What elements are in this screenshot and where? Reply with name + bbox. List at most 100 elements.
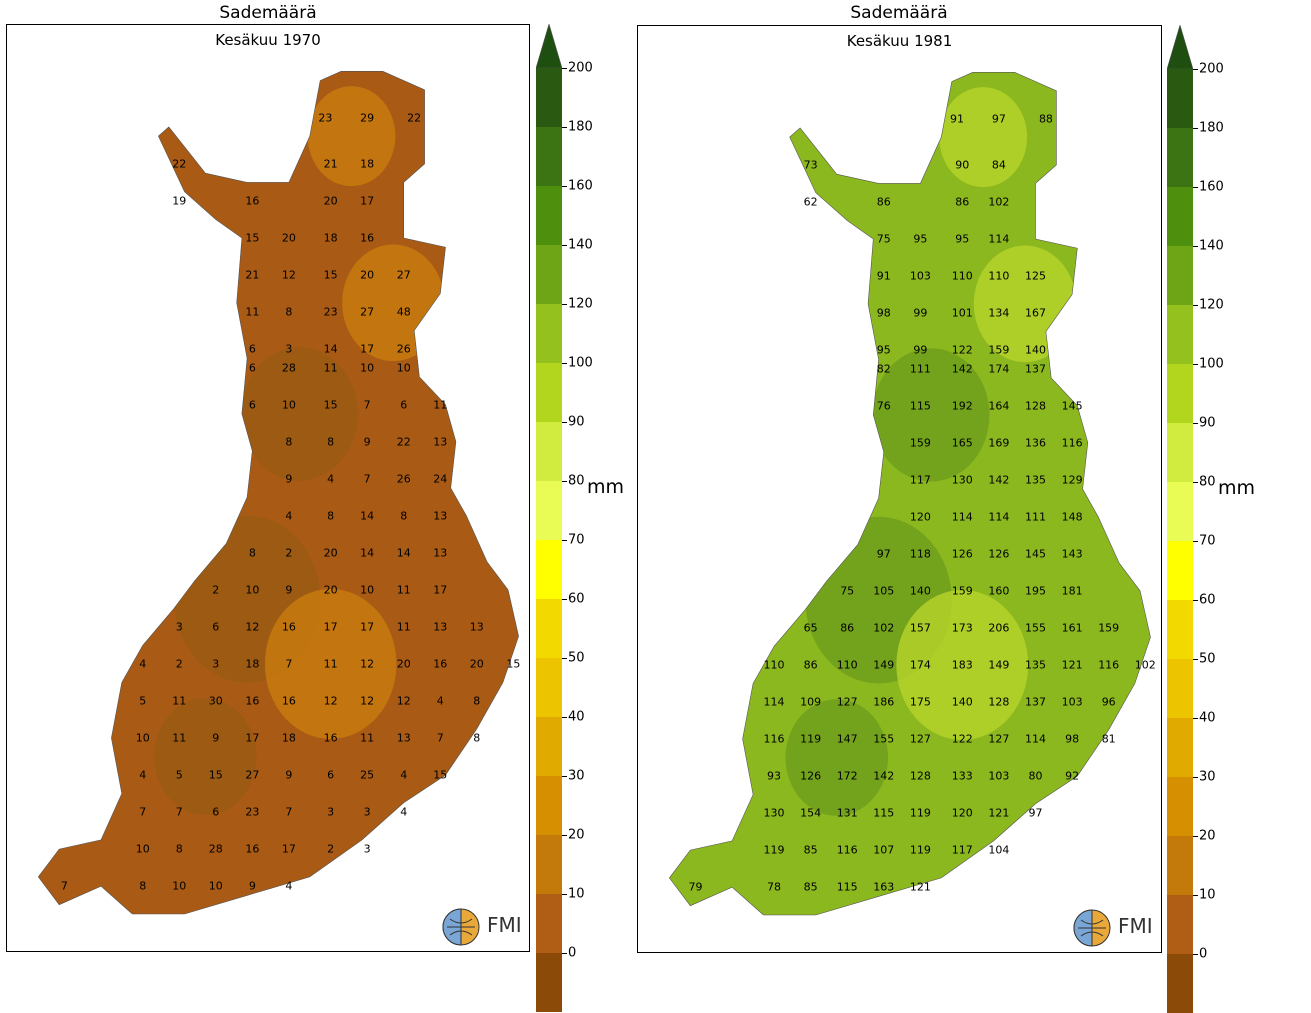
colorbar-tick xyxy=(1193,305,1198,306)
colorbar-tick xyxy=(562,422,567,423)
colorbar-segment xyxy=(1167,423,1193,482)
station-value: 13 xyxy=(433,509,448,523)
station-value: 114 xyxy=(763,695,785,709)
station-value: 149 xyxy=(873,658,895,672)
colorbar-segment xyxy=(1167,600,1193,659)
colorbar-tick-label: 160 xyxy=(568,178,593,194)
colorbar-segment xyxy=(1167,305,1193,364)
colorbar-tick xyxy=(1193,895,1198,896)
station-value: 48 xyxy=(396,305,411,319)
colorbar-tick xyxy=(1193,364,1198,365)
colorbar-tick-label: 90 xyxy=(568,414,585,430)
colorbar-tick-label: 140 xyxy=(568,237,593,253)
station-value: 20 xyxy=(323,194,338,208)
colorbar-segment xyxy=(1167,187,1193,246)
station-value: 12 xyxy=(360,657,375,671)
colorbar-segment xyxy=(536,127,562,186)
station-value: 119 xyxy=(800,732,822,746)
colorbar-tick xyxy=(1193,246,1198,247)
finland-map-1981 xyxy=(669,71,1151,916)
station-value: 102 xyxy=(873,621,895,635)
station-value: 24 xyxy=(433,472,448,486)
station-value: 4 xyxy=(285,509,293,523)
station-value: 135 xyxy=(1024,473,1046,487)
precipitation-zone xyxy=(307,86,396,187)
station-value: 8 xyxy=(139,879,147,893)
station-value: 79 xyxy=(688,880,703,894)
fmi-emblem-icon xyxy=(1073,909,1111,947)
station-value: 27 xyxy=(360,305,375,319)
fmi-logo: FMI xyxy=(441,907,529,947)
station-value: 16 xyxy=(245,194,260,208)
colorbar-tick-label: 30 xyxy=(1199,769,1216,785)
colorbar-tick xyxy=(1193,777,1198,778)
station-value: 4 xyxy=(400,805,408,819)
station-value: 116 xyxy=(763,732,785,746)
left-colorbar: 0 10 20 30 40 50 60 70 80 90 100 120 140 160 180 200 xyxy=(536,24,593,1012)
station-value: 86 xyxy=(955,195,970,209)
colorbar-segment xyxy=(536,481,562,540)
station-value: 17 xyxy=(245,731,260,745)
station-value: 65 xyxy=(803,621,818,635)
station-value: 103 xyxy=(1061,695,1083,709)
station-value: 99 xyxy=(913,306,928,320)
station-value: 125 xyxy=(1024,269,1046,283)
station-value: 140 xyxy=(1024,343,1046,357)
station-value: 13 xyxy=(433,546,448,560)
station-value: 28 xyxy=(208,842,223,856)
station-value: 6 xyxy=(327,768,335,782)
station-value: 135 xyxy=(1024,658,1046,672)
colorbar-segment xyxy=(536,599,562,658)
colorbar-tick xyxy=(1193,954,1198,955)
station-value: 116 xyxy=(836,843,858,857)
station-value: 15 xyxy=(245,231,260,245)
station-value: 26 xyxy=(396,472,411,486)
station-value: 11 xyxy=(323,361,338,375)
colorbar-tick xyxy=(562,363,567,364)
station-value: 7 xyxy=(175,805,183,819)
station-value: 9 xyxy=(212,731,220,745)
station-value: 134 xyxy=(988,306,1010,320)
colorbar-tick xyxy=(1193,69,1198,70)
station-value: 86 xyxy=(803,658,818,672)
station-value: 101 xyxy=(951,306,973,320)
precipitation-zone xyxy=(154,698,257,815)
colorbar-tick xyxy=(562,245,567,246)
station-value: 142 xyxy=(873,769,895,783)
station-value: 81 xyxy=(1101,732,1116,746)
station-value: 19 xyxy=(172,194,187,208)
left-map-subtitle: Kesäkuu 1970 xyxy=(215,31,321,49)
colorbar-tick xyxy=(1193,187,1198,188)
station-value: 122 xyxy=(951,343,973,357)
station-value: 102 xyxy=(988,195,1010,209)
station-value: 20 xyxy=(281,231,296,245)
station-value: 12 xyxy=(281,268,296,282)
station-value: 17 xyxy=(433,583,448,597)
station-value: 6 xyxy=(212,620,220,634)
station-value: 20 xyxy=(360,268,375,282)
station-value: 16 xyxy=(323,731,338,745)
colorbar-tick-label: 10 xyxy=(568,886,585,902)
station-value: 2 xyxy=(212,583,220,597)
station-value: 7 xyxy=(363,398,371,412)
station-value: 110 xyxy=(763,658,785,672)
station-value: 11 xyxy=(433,398,448,412)
station-value: 75 xyxy=(876,232,891,246)
station-value: 5 xyxy=(175,768,183,782)
station-value: 7 xyxy=(285,657,293,671)
station-value: 3 xyxy=(285,342,293,356)
station-value: 110 xyxy=(988,269,1010,283)
station-value: 8 xyxy=(285,305,293,319)
station-value: 16 xyxy=(433,657,448,671)
station-value: 117 xyxy=(951,843,973,857)
station-value: 118 xyxy=(909,547,931,561)
station-value: 7 xyxy=(363,472,371,486)
finland-map-1970 xyxy=(37,70,519,915)
station-value: 119 xyxy=(909,806,931,820)
colorbar-tick xyxy=(562,304,567,305)
colorbar-extend-arrow xyxy=(536,24,562,68)
colorbar-segment xyxy=(1167,246,1193,305)
station-value: 10 xyxy=(360,361,375,375)
colorbar-tick xyxy=(562,599,567,600)
colorbar-tick-label: 60 xyxy=(568,591,585,607)
